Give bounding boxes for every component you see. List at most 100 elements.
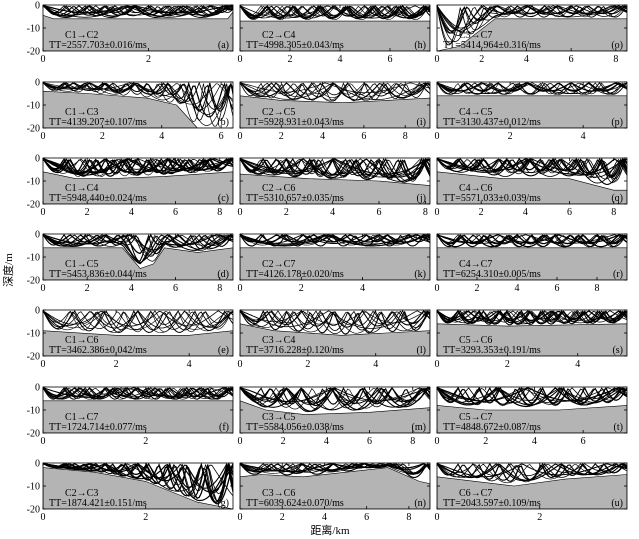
seabed-area [43, 11, 233, 51]
route-label: C2→C5 [262, 107, 295, 118]
seabed-area [437, 18, 627, 51]
ray-path [43, 310, 233, 334]
route-label: C2→C4 [262, 30, 295, 41]
ray-paths [43, 234, 233, 265]
travel-time-label: TT=6254.310±0.005/ms [443, 269, 541, 280]
panel-letter: (p) [611, 117, 623, 128]
ray-path [437, 82, 627, 95]
route-label: C3→C6 [262, 488, 295, 499]
x-tick-label: 6 [567, 207, 572, 218]
route-label: C2→C3 [65, 488, 98, 499]
x-tick-label: 2 [279, 131, 284, 142]
x-tick-label: 4 [524, 54, 529, 65]
x-tick-label: 0 [435, 54, 440, 65]
seabed-area [240, 173, 430, 204]
travel-time-label: TT=3462.386±0.042/ms [49, 345, 147, 356]
ray-path [437, 310, 627, 325]
x-tick-label: 0 [435, 512, 440, 523]
x-tick-label: 0 [435, 283, 440, 294]
route-label: C3→C5 [262, 412, 295, 423]
travel-time-label: TT=5414.964±0.316/ms [443, 40, 541, 51]
seabed-area [43, 400, 233, 433]
x-tick-label: 6 [173, 283, 178, 294]
ray-path [43, 5, 233, 14]
ray-path [437, 310, 627, 322]
ray-paths [437, 463, 627, 484]
y-tick-label: 0 [35, 230, 40, 241]
ray-path [43, 234, 233, 265]
ray-path [240, 310, 430, 327]
ray-path [240, 82, 430, 101]
seabed-area [240, 467, 430, 509]
ray-path [43, 310, 233, 329]
travel-time-label: TT=4126.178±0.020/ms [246, 269, 344, 280]
ray-path [437, 82, 627, 95]
travel-time-label: TT=5948.440±0.024/ms [49, 193, 147, 204]
travel-time-label: TT=5571.033±0.039/ms [443, 193, 541, 204]
seabed-area [437, 474, 627, 509]
x-tick-label: 6 [581, 436, 586, 447]
x-tick-label: 4 [129, 283, 134, 294]
ray-path [240, 158, 430, 182]
ray-path [437, 387, 627, 404]
ray-paths [437, 387, 627, 408]
x-tick-label: 0 [238, 359, 243, 370]
ray-path [437, 463, 627, 478]
x-tick-label: 4 [330, 207, 335, 218]
x-tick-label: 4 [338, 54, 343, 65]
ray-path [43, 82, 233, 127]
ray-path [240, 82, 430, 94]
ray-path [240, 310, 430, 329]
travel-time-label: TT=4848.672±0.087/ms [443, 422, 541, 433]
route-label: C3→C4 [262, 335, 295, 346]
ray-path [43, 310, 233, 330]
ray-path [43, 234, 233, 253]
ray-path [437, 463, 627, 477]
seabed-area [43, 247, 233, 280]
x-tick-label: 4 [320, 131, 325, 142]
y-axis-label: 深度/m [1, 253, 15, 287]
ray-path [437, 310, 627, 323]
ray-paths [240, 234, 430, 247]
y-tick-label: -20 [27, 352, 40, 363]
x-tick-label: 6 [555, 283, 560, 294]
x-tick-label: 8 [410, 436, 415, 447]
x-tick-label: 4 [581, 131, 586, 142]
route-label: C5→C6 [459, 335, 492, 346]
ray-paths [43, 82, 233, 127]
panel-letter: (q) [611, 193, 623, 204]
ray-path [437, 463, 627, 482]
x-tick-label: 8 [217, 207, 222, 218]
panel-letter: (h) [414, 40, 426, 51]
ray-path [437, 234, 627, 248]
seabed-area [437, 171, 627, 204]
ray-path [240, 463, 430, 475]
route-label: C4→C6 [459, 183, 492, 194]
ray-path [240, 234, 430, 244]
ray-path [240, 310, 430, 335]
x-tick-label: 0 [238, 512, 243, 523]
x-tick-label: 2 [281, 436, 286, 447]
travel-time-label: TT=5584.056±0.038/ms [246, 422, 344, 433]
ray-paths [437, 82, 627, 95]
x-tick-label: 2 [280, 512, 285, 523]
y-tick-label: -20 [27, 200, 40, 211]
ray-path [240, 387, 430, 403]
route-label: C1→C7 [65, 412, 98, 423]
panel-letter: (a) [218, 40, 229, 51]
ray-paths [240, 5, 430, 21]
x-tick-label: 2 [85, 283, 90, 294]
x-tick-label: 6 [173, 207, 178, 218]
x-tick-label: 4 [575, 359, 580, 370]
ray-path [437, 387, 627, 406]
